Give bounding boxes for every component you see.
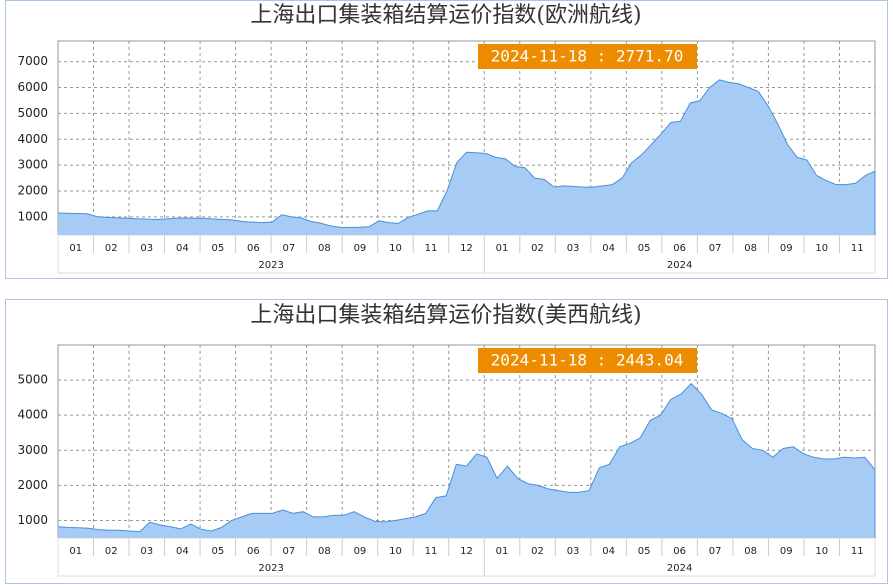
x-tick-label: 09	[354, 546, 367, 557]
chart-title: 上海出口集装箱结算运价指数(欧洲航线)	[250, 3, 641, 28]
x-tick-label: 01	[69, 546, 82, 557]
x-tick-label: 04	[176, 243, 189, 254]
y-tick-label: 6000	[17, 80, 48, 94]
chart-title: 上海出口集装箱结算运价指数(美西航线)	[250, 303, 641, 328]
x-tick-label: 02	[105, 546, 118, 557]
x-tick-label: 08	[744, 546, 757, 557]
y-tick-label: 2000	[17, 184, 48, 198]
x-tick-label: 12	[460, 243, 473, 254]
x-tick-label: 07	[709, 243, 722, 254]
y-tick-label: 4000	[17, 132, 48, 146]
x-tick-label: 03	[567, 243, 580, 254]
x-tick-label: 02	[105, 243, 118, 254]
x-tick-label: 12	[460, 546, 473, 557]
y-tick-label: 1000	[17, 513, 48, 527]
y-tick-label: 4000	[17, 408, 48, 422]
year-label: 2023	[258, 260, 283, 271]
x-tick-label: 10	[389, 243, 402, 254]
x-tick-label: 11	[425, 243, 438, 254]
x-tick-label: 05	[211, 546, 224, 557]
x-tick-label: 09	[354, 243, 367, 254]
year-label: 2023	[258, 563, 283, 574]
x-tick-label: 01	[69, 243, 82, 254]
x-tick-label: 11	[851, 546, 864, 557]
line	[57, 382, 876, 533]
x-tick-label: 03	[140, 546, 153, 557]
x-tick-label: 07	[283, 243, 296, 254]
year-label: 2024	[667, 260, 692, 271]
annotation-box	[478, 44, 697, 69]
x-tick-label: 08	[318, 243, 331, 254]
annotation: 2024-11-18 : 2443.04	[491, 351, 684, 370]
y-tick-label: 3000	[17, 158, 48, 172]
x-tick-label: 10	[815, 546, 828, 557]
y-tick-label: 2000	[17, 478, 48, 492]
area	[58, 383, 875, 538]
y-tick-label: 1000	[17, 209, 48, 223]
x-tick-label: 02	[531, 243, 544, 254]
year-label: 2024	[667, 563, 692, 574]
x-tick-label: 03	[567, 546, 580, 557]
x-tick-label: 09	[780, 546, 793, 557]
x-tick-label: 01	[496, 243, 509, 254]
x-tick-label: 08	[744, 243, 757, 254]
y-tick-label: 5000	[17, 373, 48, 387]
x-tick-label: 04	[602, 546, 615, 557]
x-tick-label: 10	[815, 243, 828, 254]
x-tick-label: 09	[780, 243, 793, 254]
x-tick-label: 01	[496, 546, 509, 557]
line	[57, 79, 876, 229]
annotation: 2024-11-18 : 2771.70	[491, 47, 684, 66]
x-tick-label: 06	[673, 546, 686, 557]
x-tick-label: 04	[176, 546, 189, 557]
annotation-box	[478, 348, 697, 373]
x-tick-label: 06	[247, 243, 260, 254]
x-tick-label: 04	[602, 243, 615, 254]
x-tick-label: 10	[389, 546, 402, 557]
x-tick-label: 02	[531, 546, 544, 557]
area	[58, 79, 875, 235]
x-tick-label: 05	[638, 243, 651, 254]
x-tick-label: 07	[283, 546, 296, 557]
x-tick-label: 05	[638, 546, 651, 557]
y-tick-label: 5000	[17, 106, 48, 120]
x-tick-label: 11	[851, 243, 864, 254]
x-tick-label: 07	[709, 546, 722, 557]
x-tick-label: 06	[247, 546, 260, 557]
x-tick-label: 03	[140, 243, 153, 254]
y-tick-label: 3000	[17, 443, 48, 457]
y-tick-label: 7000	[17, 54, 48, 68]
x-tick-label: 11	[425, 546, 438, 557]
x-tick-label: 06	[673, 243, 686, 254]
x-tick-label: 08	[318, 546, 331, 557]
x-tick-label: 05	[211, 243, 224, 254]
